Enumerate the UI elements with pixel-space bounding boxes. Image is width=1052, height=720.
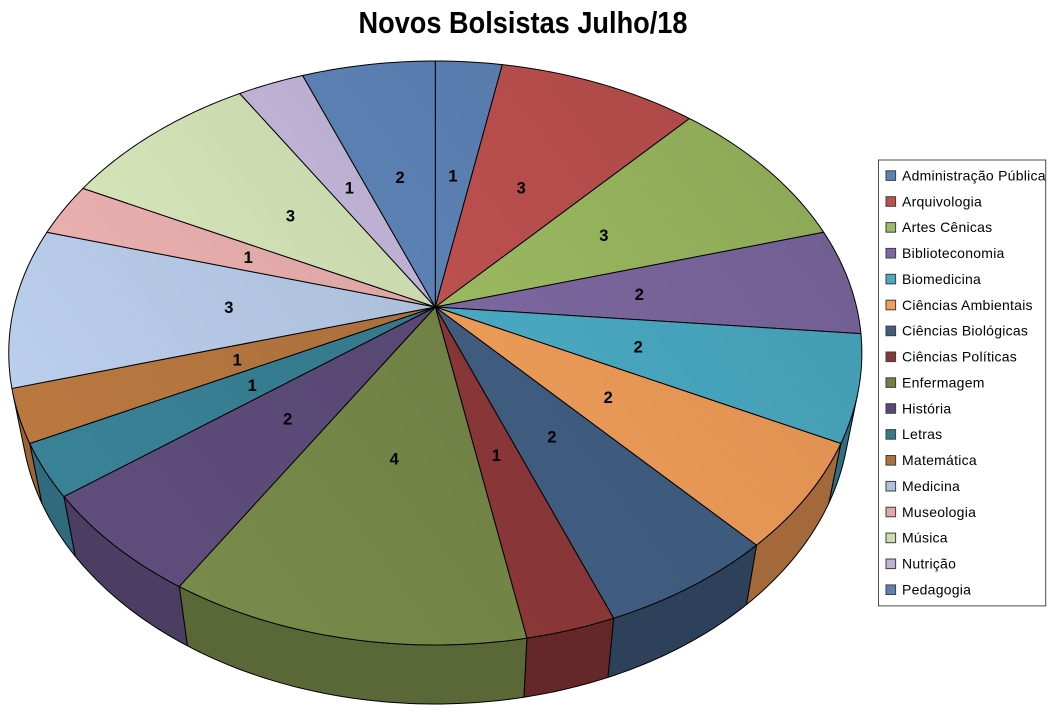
svg-text:2: 2 — [635, 286, 644, 304]
svg-text:Novos Bolsistas Julho/18: Novos Bolsistas Julho/18 — [359, 5, 688, 40]
svg-text:2: 2 — [547, 429, 556, 447]
svg-text:Ciências Biológicas: Ciências Biológicas — [902, 323, 1028, 339]
svg-text:Matemática: Matemática — [902, 452, 977, 468]
svg-text:Letras: Letras — [902, 426, 942, 442]
svg-text:1: 1 — [345, 180, 354, 198]
svg-text:História: História — [902, 400, 951, 416]
svg-text:Biblioteconomia: Biblioteconomia — [902, 245, 1005, 261]
svg-text:Nutrição: Nutrição — [902, 556, 956, 572]
svg-text:2: 2 — [396, 169, 405, 187]
svg-text:1: 1 — [233, 352, 242, 370]
svg-text:1: 1 — [448, 167, 457, 185]
svg-text:Ciências Políticas: Ciências Políticas — [902, 349, 1017, 365]
svg-text:Arquivologia: Arquivologia — [902, 193, 982, 209]
svg-text:1: 1 — [492, 447, 501, 465]
svg-text:Artes Cênicas: Artes Cênicas — [902, 219, 992, 235]
svg-text:3: 3 — [517, 180, 526, 198]
svg-text:Administração Pública: Administração Pública — [902, 167, 1046, 183]
svg-text:1: 1 — [248, 377, 257, 395]
svg-text:4: 4 — [390, 451, 400, 469]
svg-text:2: 2 — [604, 389, 613, 407]
svg-text:Música: Música — [902, 530, 948, 546]
svg-text:Ciências Ambientais: Ciências Ambientais — [902, 297, 1033, 313]
svg-text:2: 2 — [283, 411, 292, 429]
svg-text:Pedagogia: Pedagogia — [902, 582, 971, 598]
svg-text:3: 3 — [599, 227, 608, 245]
svg-text:Enfermagem: Enfermagem — [902, 374, 985, 390]
svg-text:Museologia: Museologia — [902, 504, 976, 520]
svg-text:1: 1 — [244, 249, 253, 267]
svg-text:3: 3 — [224, 299, 233, 317]
svg-text:3: 3 — [286, 208, 295, 226]
svg-text:Medicina: Medicina — [902, 478, 960, 494]
svg-text:2: 2 — [634, 339, 643, 357]
svg-text:Biomedicina: Biomedicina — [902, 271, 981, 287]
